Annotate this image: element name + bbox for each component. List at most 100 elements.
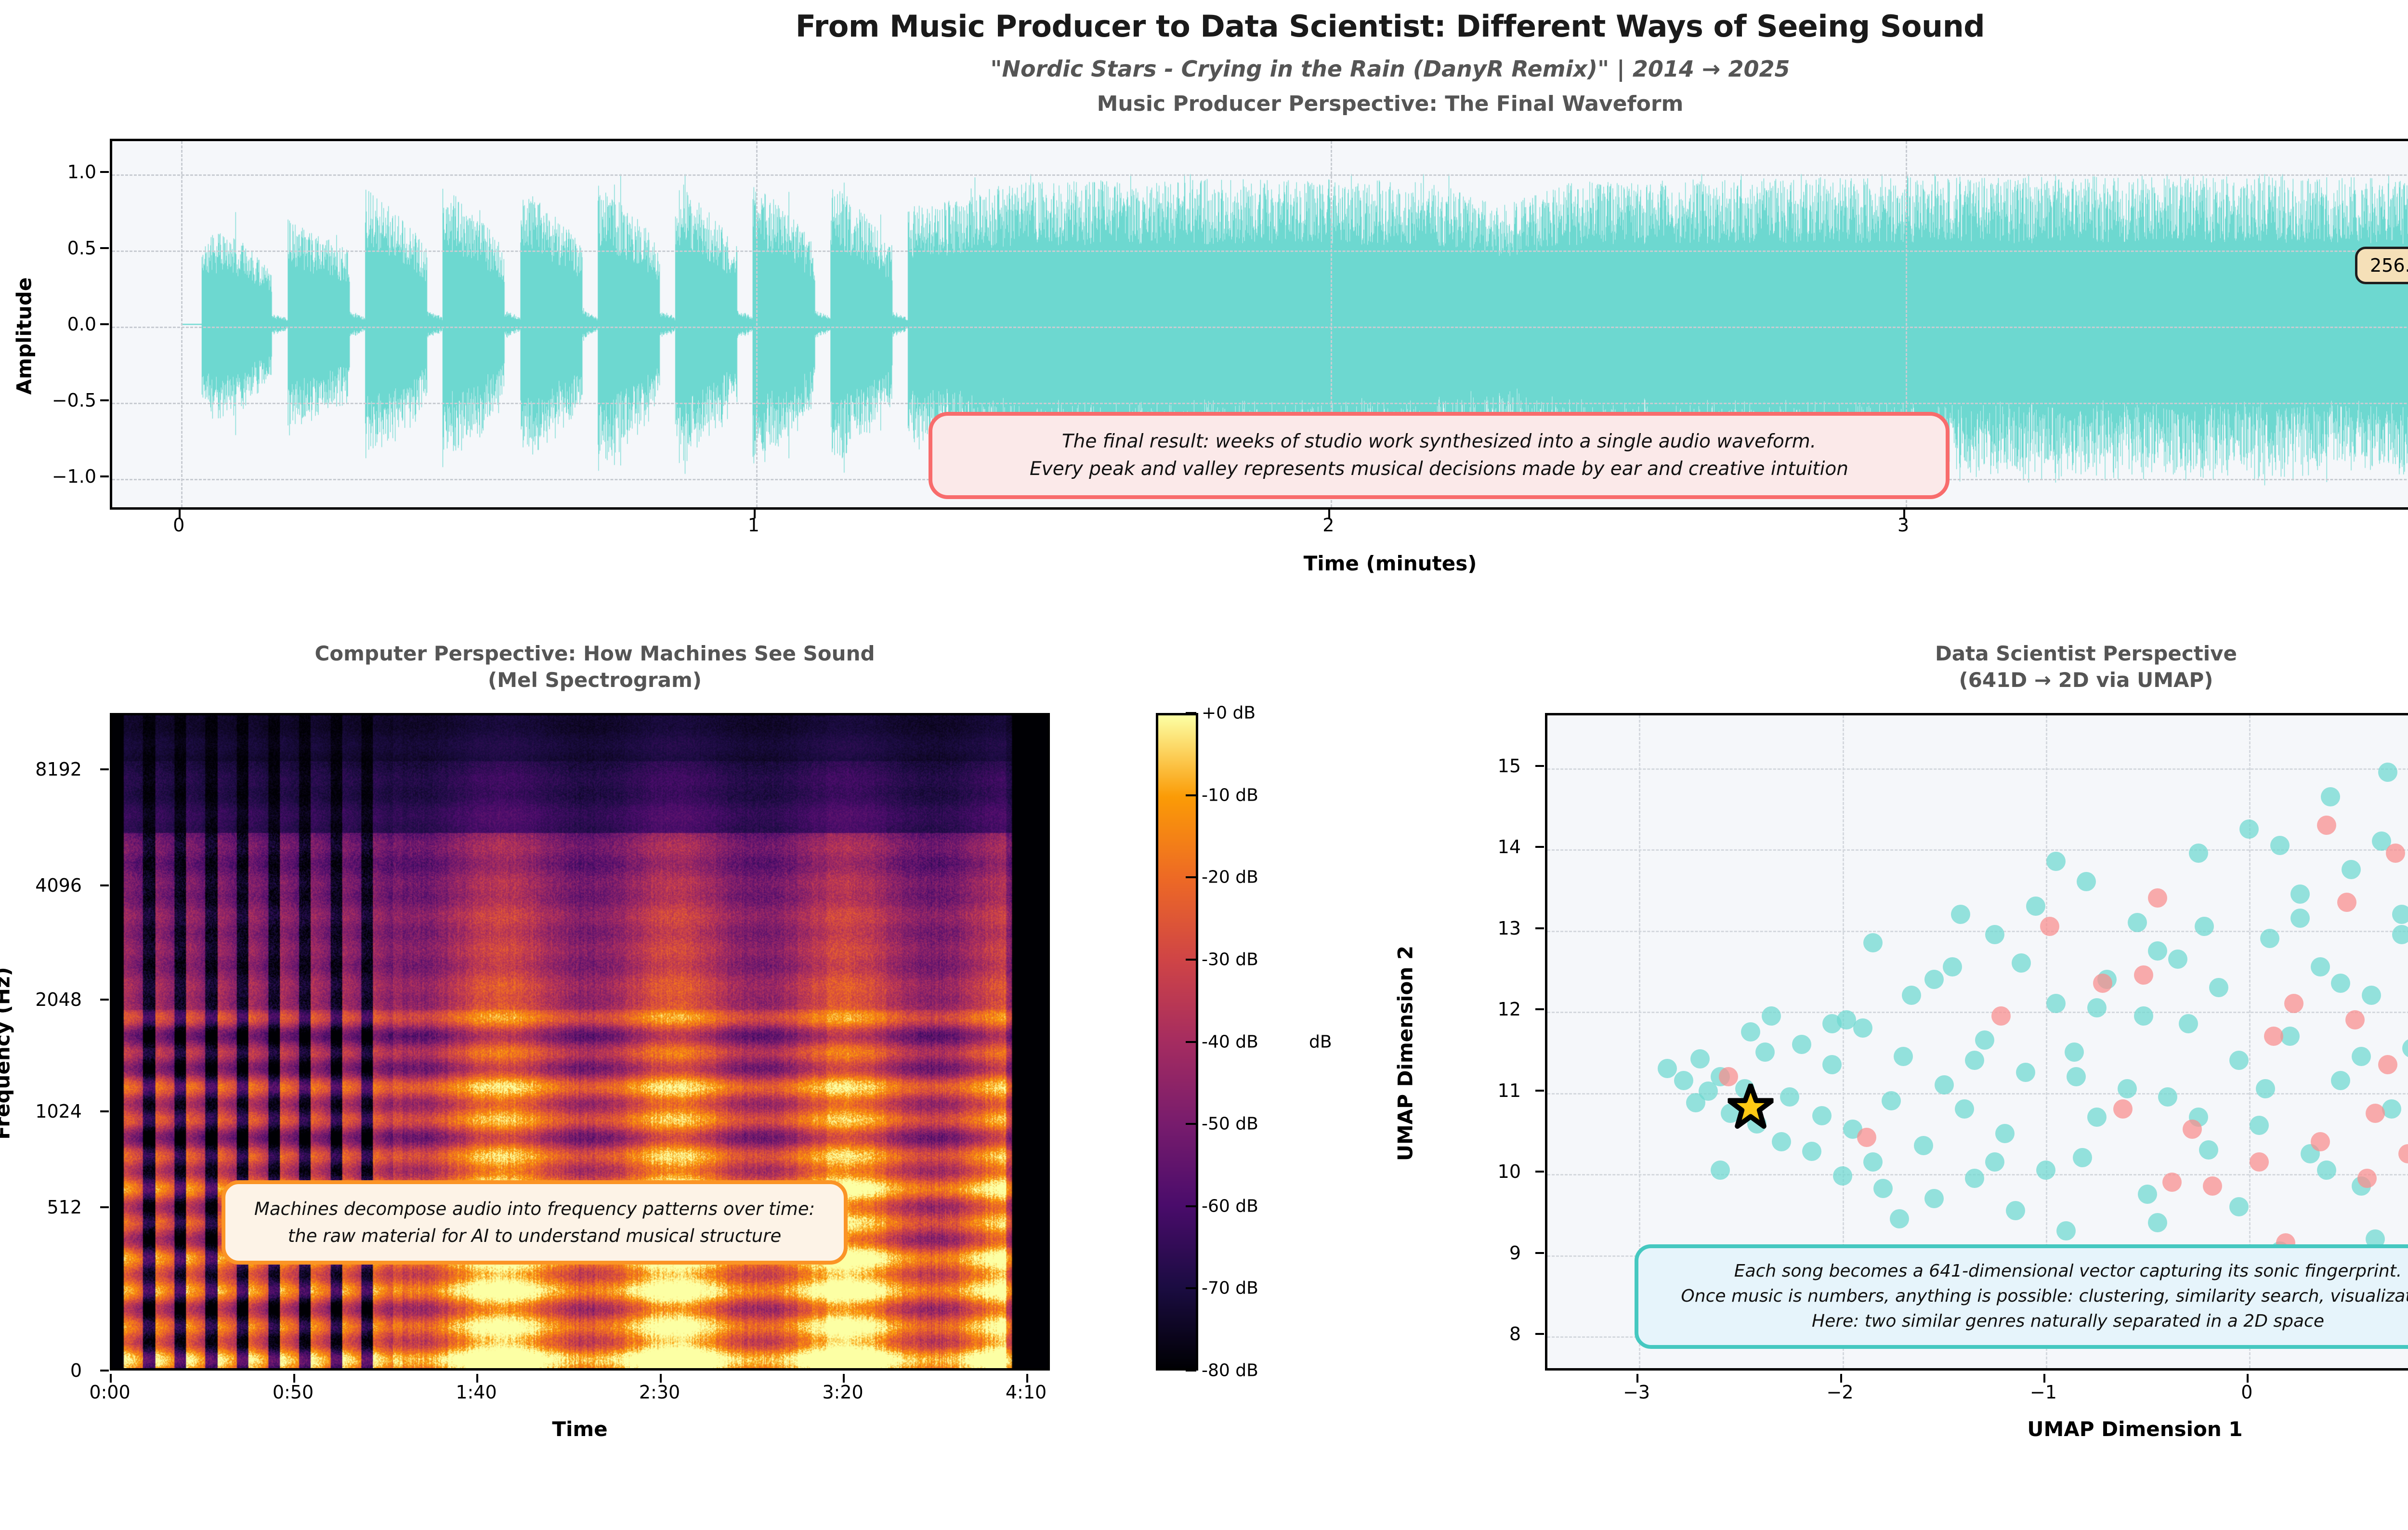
umap-y-tick-mark xyxy=(1535,1089,1544,1092)
umap-point-italodance xyxy=(2321,787,2341,806)
waveform-gridline-h xyxy=(112,327,2408,328)
umap-point-italodance xyxy=(1711,1160,1730,1180)
spectrogram-x-tick-mark xyxy=(476,1374,478,1383)
umap-point-italodance xyxy=(2378,762,2397,782)
umap-point-italodance xyxy=(2046,852,2066,871)
umap-point-italodance xyxy=(2046,994,2066,1014)
umap-point-italodance xyxy=(1942,957,1962,977)
umap-point-trance xyxy=(2264,1026,2284,1046)
umap-point-italodance xyxy=(2087,1108,2107,1127)
waveform-x-axis-label: Time (minutes) xyxy=(1303,552,1477,575)
umap-point-italodance xyxy=(2331,1071,2351,1091)
spectrogram-y-tick: 0 xyxy=(70,1360,82,1381)
umap-y-tick: 11 xyxy=(1497,1080,1521,1101)
spectrogram-x-tick-mark xyxy=(843,1374,845,1383)
umap-x-tick-mark xyxy=(2043,1374,2045,1383)
umap-y-tick-mark xyxy=(1535,1008,1544,1011)
umap-point-italodance xyxy=(2290,909,2310,928)
umap-point-trance xyxy=(2366,1103,2385,1123)
umap-point-italodance xyxy=(1690,1049,1710,1068)
umap-point-trance xyxy=(2148,888,2168,908)
umap-y-tick: 13 xyxy=(1497,917,1521,939)
umap-title-line-1: Data Scientist Perspective xyxy=(1935,642,2238,665)
waveform-x-tick-mark xyxy=(179,510,181,518)
umap-point-italodance xyxy=(1889,1209,1909,1228)
umap-point-italodance xyxy=(1934,1075,1954,1095)
colorbar-tick: -20 dB xyxy=(1202,867,1258,887)
spectrogram-x-tick: 1:40 xyxy=(456,1382,497,1403)
umap-point-italodance xyxy=(2138,1185,2158,1204)
umap-point-italodance xyxy=(2133,1006,2153,1026)
waveform-gridline-v xyxy=(756,141,758,507)
colorbar-tick-mark xyxy=(1186,958,1196,961)
umap-x-tick: −2 xyxy=(1826,1382,1854,1403)
umap-gridline-h xyxy=(1547,1093,2408,1095)
umap-point-italodance xyxy=(2351,1046,2371,1066)
umap-point-italodance xyxy=(1985,925,2005,944)
umap-point-trance xyxy=(2093,974,2113,993)
umap-gridline-h xyxy=(1547,930,2408,932)
umap-point-italodance xyxy=(2148,1213,2168,1233)
umap-point-italodance xyxy=(2148,941,2168,961)
colorbar-tick: -10 dB xyxy=(1202,785,1258,805)
umap-point-italodance xyxy=(1873,1179,1893,1199)
spectrogram-title: Computer Perspective: How Machines See S… xyxy=(0,641,1190,693)
umap-point-italodance xyxy=(1863,933,1883,952)
colorbar-tick-mark xyxy=(1186,712,1196,714)
umap-x-tick: 1 xyxy=(2402,1382,2408,1403)
umap-y-axis-label: UMAP Dimension 2 xyxy=(1393,945,1417,1161)
umap-y-tick-mark xyxy=(1535,927,1544,929)
spectrogram-title-line-1: Computer Perspective: How Machines See S… xyxy=(314,642,875,665)
umap-point-italodance xyxy=(2331,974,2351,993)
colorbar-tick: +0 dB xyxy=(1202,703,1256,723)
colorbar-tick-mark xyxy=(1186,1287,1196,1290)
colorbar-tick-mark xyxy=(1186,876,1196,879)
umap-annotation-line-3: Here: two similar genres naturally separ… xyxy=(1812,1311,2324,1332)
umap-y-tick-mark xyxy=(1535,846,1544,848)
spectrogram-y-tick: 512 xyxy=(47,1197,82,1218)
waveform-y-tick: −1.0 xyxy=(52,465,96,487)
waveform-y-tick-mark xyxy=(100,323,109,325)
umap-point-italodance xyxy=(2195,917,2214,936)
umap-point-trance xyxy=(2183,1120,2202,1139)
spectrogram-x-tick: 3:20 xyxy=(822,1382,864,1403)
spectrogram-x-tick: 2:30 xyxy=(639,1382,681,1403)
colorbar-tick-mark xyxy=(1186,794,1196,796)
umap-point-trance xyxy=(2113,1099,2133,1119)
umap-point-italodance xyxy=(1822,1055,1842,1074)
colorbar-tick-mark xyxy=(1186,1205,1196,1207)
waveform-gridline-h xyxy=(112,251,2408,252)
umap-point-italodance xyxy=(1965,1051,1985,1070)
umap-point-italodance xyxy=(2311,957,2330,977)
spectrogram-annotation: Machines decompose audio into frequency … xyxy=(222,1180,848,1265)
waveform-x-tick-mark xyxy=(753,510,756,518)
umap-point-italodance xyxy=(2012,953,2031,973)
spectrogram-canvas xyxy=(112,715,1047,1368)
umap-point-italodance xyxy=(1950,904,1970,924)
umap-y-tick-mark xyxy=(1535,1171,1544,1173)
umap-point-trance xyxy=(2337,892,2357,912)
umap-point-italodance xyxy=(2402,1038,2408,1058)
spectrogram-title-line-2: (Mel Spectrogram) xyxy=(488,668,702,692)
umap-point-trance xyxy=(2133,965,2153,985)
waveform-gridline-v xyxy=(181,141,183,507)
umap-point-italodance xyxy=(1985,1152,2005,1172)
umap-title-line-2: (641D → 2D via UMAP) xyxy=(1959,668,2213,692)
umap-point-italodance xyxy=(1802,1141,1822,1161)
umap-y-tick: 15 xyxy=(1497,755,1521,777)
umap-point-italodance xyxy=(1853,1018,1872,1038)
colorbar-tick: -70 dB xyxy=(1202,1278,1258,1298)
umap-point-italodance xyxy=(2168,949,2188,969)
umap-gridline-h xyxy=(1547,1012,2408,1014)
umap-gridline-v xyxy=(1639,715,1641,1368)
umap-point-italodance xyxy=(1771,1132,1791,1151)
umap-point-italodance xyxy=(1755,1042,1775,1062)
umap-point-trance xyxy=(2345,1010,2365,1029)
umap-gridline-h xyxy=(1547,849,2408,851)
umap-panel: Data Scientist Perspective (641D → 2D vi… xyxy=(1392,641,2408,1530)
waveform-title: Music Producer Perspective: The Final Wa… xyxy=(1097,92,1684,116)
spectrogram-y-tick: 1024 xyxy=(35,1101,82,1122)
umap-x-tick: 0 xyxy=(2241,1382,2253,1403)
my-2014-remix-star-icon xyxy=(1727,1083,1775,1131)
spectrogram-y-tick-mark xyxy=(100,768,109,771)
